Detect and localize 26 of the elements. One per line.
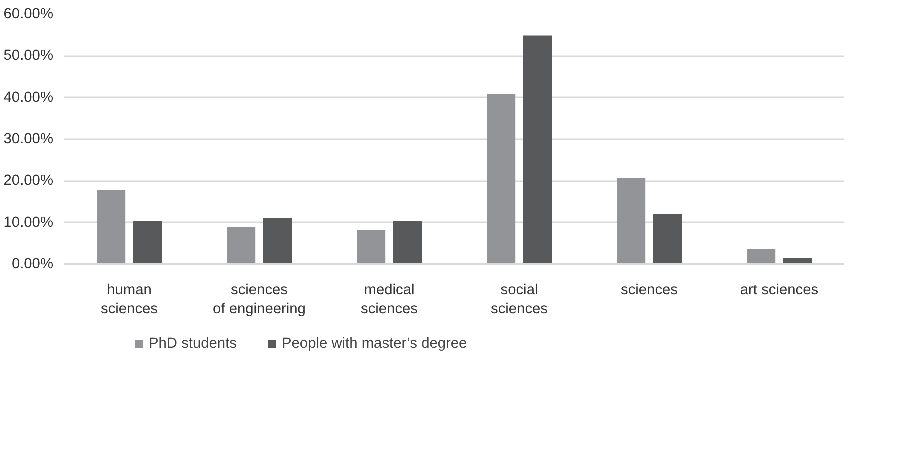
bar <box>133 221 162 264</box>
x-tick-label: art sciences <box>740 282 819 298</box>
bar <box>227 227 256 264</box>
x-tick-label: medical sciences <box>360 282 418 318</box>
bar <box>393 221 422 264</box>
legend-label: PhD students <box>149 336 237 352</box>
x-tick-label: social sciences <box>490 282 548 318</box>
y-tick-label: 40.00% <box>4 90 54 106</box>
bar <box>617 178 646 264</box>
bar <box>357 230 386 264</box>
bar <box>487 94 516 264</box>
y-tick-label: 10.00% <box>4 214 54 231</box>
y-tick-label: 30.00% <box>4 132 54 148</box>
y-tick-label: 60.00% <box>4 6 54 22</box>
bar <box>97 190 126 264</box>
bar <box>653 214 682 264</box>
x-tick-label: human sciences <box>100 282 158 318</box>
legend-label: People with master’s degree <box>282 336 468 352</box>
bar <box>263 218 292 264</box>
x-tick-label: sciences <box>620 282 678 298</box>
bar <box>523 36 552 264</box>
bar <box>747 249 776 264</box>
y-tick-label: 20.00% <box>4 173 54 190</box>
x-tick-label: sciences of engineering <box>213 282 306 318</box>
y-tick-label: 0.00% <box>12 256 54 272</box>
y-tick-label: 50.00% <box>4 48 54 64</box>
